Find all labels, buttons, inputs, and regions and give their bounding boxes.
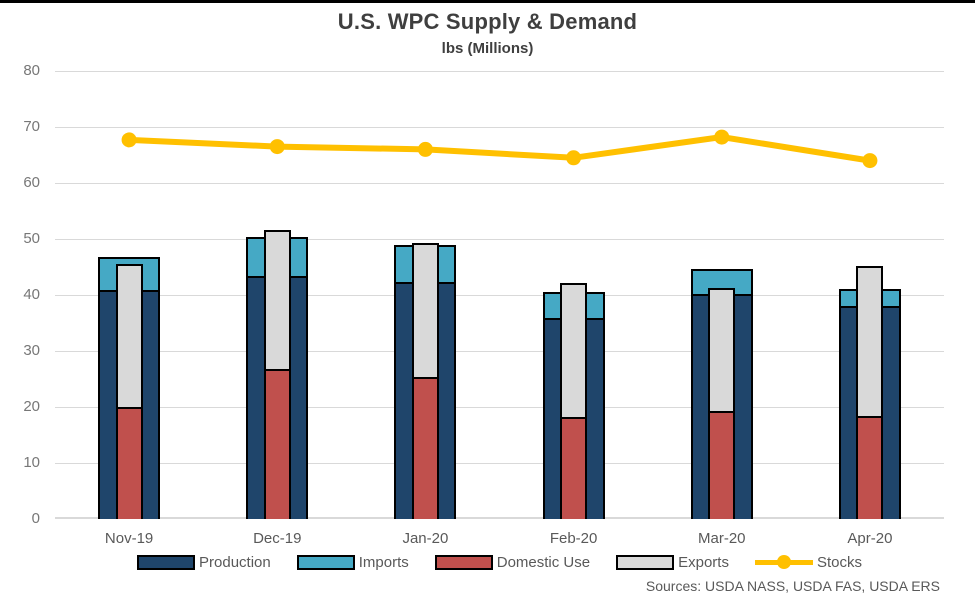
stocks-point (714, 129, 730, 145)
demand-bar (263, 230, 291, 519)
legend-label: Stocks (816, 553, 862, 571)
bar-segment-domestic-use (858, 418, 882, 519)
sources-note: Sources: USDA NASS, USDA FAS, USDA ERS (645, 578, 940, 594)
y-axis-tick-labels: 0 10 20 30 40 50 60 70 80 (0, 62, 46, 527)
stocks-point (269, 139, 285, 155)
bar-segment-exports (562, 285, 586, 420)
bar-segment-domestic-use (265, 371, 289, 519)
legend-swatch-production (137, 554, 196, 570)
legend-item-exports: Exports (616, 554, 729, 571)
legend-item-production: Production (137, 554, 271, 571)
y-tick-label: 10 (23, 454, 40, 471)
gridline (55, 463, 944, 464)
x-tick-label: Dec-19 (253, 530, 302, 547)
gridline (55, 71, 944, 72)
y-tick-label: 50 (23, 230, 40, 247)
legend-line-swatch-dot (776, 555, 791, 569)
legend-swatch-exports (616, 554, 675, 570)
legend-label: Domestic Use (496, 553, 591, 571)
demand-bar (115, 263, 143, 519)
y-tick-label: 20 (23, 398, 40, 415)
y-tick-label: 80 (23, 62, 40, 79)
bar-segment-exports (858, 267, 882, 419)
y-tick-label: 30 (23, 342, 40, 359)
demand-bar (708, 287, 736, 519)
gridline (55, 407, 944, 408)
x-axis-line (55, 517, 944, 519)
bar-segment-domestic-use (710, 412, 734, 519)
y-tick-label: 0 (31, 510, 40, 527)
gridline (55, 183, 944, 184)
chart-title: U.S. WPC Supply & Demand (337, 9, 638, 34)
gridline (55, 239, 944, 240)
legend: Production Imports Domestic Use Exports Stoc… (55, 551, 944, 573)
gridline (55, 295, 944, 296)
demand-bar (560, 283, 588, 519)
bar-segment-domestic-use (562, 419, 586, 519)
plot-area (55, 71, 944, 519)
legend-item-domestic-use: Domestic Use (434, 553, 591, 571)
x-axis-labels: Nov-19 Dec-19 Jan-20 Feb-20 Mar-20 Apr-20 (55, 519, 944, 551)
stocks-point (566, 150, 582, 166)
gridline (55, 351, 944, 352)
legend-label: Exports (678, 553, 729, 571)
y-tick-label: 70 (23, 118, 40, 135)
x-tick-label: Apr-20 (847, 530, 893, 547)
top-border-line (0, 0, 975, 3)
bar-segment-exports (117, 265, 141, 409)
bar-segment-domestic-use (117, 408, 141, 519)
demand-bar (411, 242, 439, 519)
stocks-line (128, 134, 871, 164)
legend-label: Production (199, 553, 271, 571)
stocks-point (121, 132, 137, 148)
legend-item-stocks: Stocks (754, 553, 862, 571)
y-tick-label: 60 (23, 174, 40, 191)
gridline (55, 127, 944, 128)
y-tick-label: 40 (23, 286, 40, 303)
bar-segment-exports (265, 232, 289, 372)
stocks-line-layer (121, 129, 878, 169)
x-tick-label: Nov-19 (104, 530, 154, 547)
bar-segment-domestic-use (413, 379, 437, 519)
x-tick-label: Jan-20 (402, 530, 449, 547)
chart-subtitle: lbs (Millions) (441, 40, 534, 57)
legend-swatch-imports (296, 554, 355, 570)
legend-label: Imports (358, 553, 409, 571)
bar-segment-exports (413, 244, 437, 379)
legend-item-imports: Imports (296, 553, 409, 571)
x-tick-label: Mar-20 (697, 530, 746, 547)
x-tick-label: Feb-20 (549, 530, 598, 547)
legend-swatch-domestic-use (434, 554, 493, 570)
stocks-point (862, 153, 878, 169)
demand-bar (856, 265, 884, 519)
bar-segment-exports (710, 289, 734, 413)
legend-swatch-stocks (754, 554, 813, 570)
stocks-point (417, 141, 433, 157)
